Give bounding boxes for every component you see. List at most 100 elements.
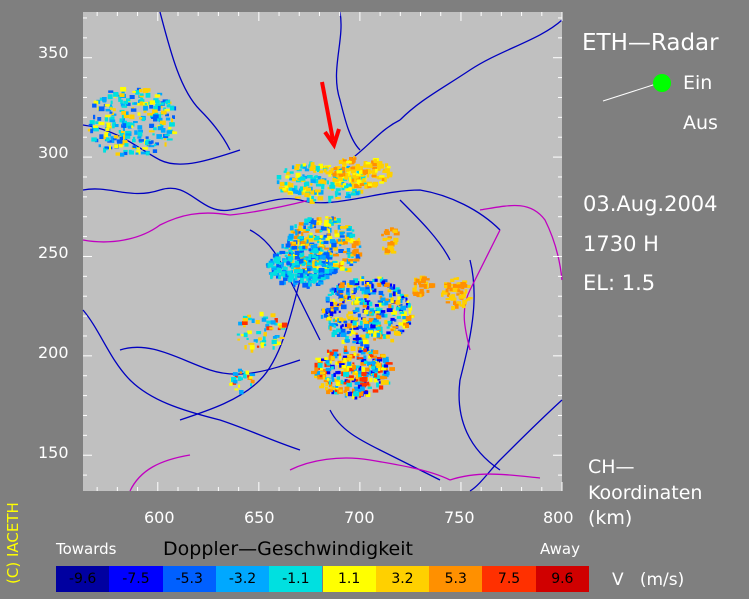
radar-echo-cell <box>253 339 258 342</box>
radar-echo-cell <box>391 310 397 315</box>
radar-echo-cell <box>356 370 362 375</box>
radar-echo-cell <box>348 297 352 300</box>
radar-echo-cell <box>381 302 387 306</box>
radar-echo-cell <box>344 345 348 350</box>
radar-echo-cell <box>360 341 364 347</box>
radar-echo-cell <box>121 110 127 115</box>
radar-echo-cell <box>377 378 381 381</box>
radar-echo-cell <box>354 381 360 385</box>
radar-echo-cell <box>341 304 347 310</box>
radar-echo-cell <box>87 128 93 132</box>
radar-echo-cell <box>319 374 323 378</box>
radar-echo-cell <box>334 166 341 170</box>
radar-echo-cell <box>384 231 390 236</box>
radar-echo-cell <box>276 341 282 345</box>
radar-echo-cell <box>274 318 278 323</box>
radar-echo-cell <box>396 306 400 311</box>
radar-echo-cell <box>311 189 316 195</box>
radar-echo-cell <box>325 258 328 262</box>
radar-echo-cell <box>90 128 94 134</box>
radar-echo-cell <box>467 284 471 289</box>
radar-echo-cell <box>358 350 363 353</box>
radar-echo-cell <box>315 191 319 196</box>
radar-echo-cell <box>313 268 317 272</box>
radar-echo-cell <box>300 241 306 246</box>
radar-echo-cell <box>361 376 367 382</box>
radar-echo-cell <box>296 180 302 183</box>
radar-echo-cell <box>165 100 168 105</box>
radar-echo-cell <box>379 375 385 380</box>
radar-echo-cell <box>372 288 377 293</box>
radar-echo-cell <box>336 328 341 333</box>
radar-echo-cell <box>103 147 106 153</box>
radar-echo-cell <box>445 298 451 301</box>
radar-echo-cell <box>261 317 267 322</box>
radar-echo-cell <box>323 240 329 244</box>
radar-echo-cell <box>367 183 372 187</box>
radar-echo-cell <box>346 365 352 369</box>
radar-echo-cell <box>327 316 331 320</box>
radar-echo-cell <box>421 278 426 283</box>
y-tick-label-350: 350 <box>38 43 69 62</box>
radar-echo-cell <box>132 90 136 93</box>
radar-echo-cell <box>336 376 340 380</box>
radar-echo-cell <box>265 324 270 328</box>
radar-echo-cell <box>461 305 466 309</box>
radar-echo-cell <box>363 390 369 395</box>
radar-echo-cell <box>386 308 393 312</box>
radar-echo-cell <box>368 355 372 359</box>
radar-echo-cell <box>260 343 264 348</box>
status-off-label[interactable]: Aus <box>683 112 718 134</box>
radar-echo-cell <box>319 235 323 239</box>
radar-echo-cell <box>419 293 422 298</box>
radar-echo-cell <box>145 136 149 139</box>
radar-echo-cell <box>282 267 288 270</box>
radar-echo-cell <box>132 145 137 148</box>
radar-echo-cell <box>330 168 334 172</box>
radar-echo-cell <box>293 278 296 283</box>
radar-echo-cell <box>356 373 362 378</box>
radar-echo-cell <box>327 186 331 190</box>
radar-echo-cell <box>346 331 351 335</box>
radar-echo-cell <box>133 121 138 124</box>
radar-echo-cell <box>412 287 417 292</box>
radar-echo-cell <box>381 294 385 297</box>
radar-echo-cell <box>326 349 330 353</box>
radar-echo-cell <box>229 383 233 386</box>
radar-echo-cell <box>367 361 372 366</box>
radar-echo-cell <box>397 289 401 294</box>
radar-echo-cell <box>462 280 468 283</box>
radar-echo-cell <box>328 173 332 177</box>
status-on-label[interactable]: Ein <box>683 72 713 94</box>
radar-echo-cell <box>279 280 285 286</box>
radar-echo-cell <box>329 266 332 270</box>
radar-echo-cell <box>341 360 346 365</box>
radar-echo-cell <box>107 140 113 143</box>
radar-echo-cell <box>307 217 312 222</box>
radar-echo-cell <box>376 362 381 368</box>
radar-echo-cell <box>456 293 460 296</box>
radar-echo-cell <box>309 196 314 200</box>
radar-echo-cell <box>458 295 465 299</box>
elevation-label: EL: 1.5 <box>583 271 656 295</box>
radar-echo-cell <box>359 320 363 326</box>
radar-echo-cell <box>460 282 466 287</box>
radar-echo-cell <box>389 248 395 252</box>
radar-echo-cell <box>328 198 332 203</box>
radar-echo-cell <box>362 178 366 183</box>
radar-echo-cell <box>147 88 151 92</box>
radar-echo-cell <box>304 245 308 249</box>
radar-echo-cell <box>343 320 348 324</box>
radar-echo-cell <box>377 167 381 171</box>
radar-echo-cell <box>374 304 379 307</box>
radar-echo-cell <box>357 384 362 389</box>
radar-echo-cell <box>353 317 358 321</box>
radar-echo-cell <box>382 359 389 364</box>
radar-echo-cell <box>291 241 296 245</box>
radar-echo-cell <box>287 239 290 245</box>
radar-echo-cell <box>450 284 455 287</box>
radar-echo-cell <box>352 301 355 306</box>
radar-echo-cell <box>315 175 318 178</box>
radar-echo-cell <box>332 216 336 221</box>
radar-echo-cell <box>343 390 348 393</box>
